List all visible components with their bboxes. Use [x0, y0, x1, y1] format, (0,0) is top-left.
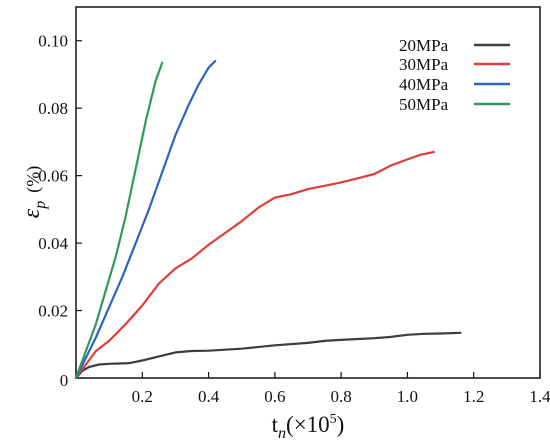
y-tick-label: 0.06 [38, 167, 68, 186]
x-tick-label: 0.4 [198, 387, 220, 406]
y-tick-label: 0.10 [38, 32, 68, 51]
x-tick-label: 0.8 [331, 387, 352, 406]
legend-label-30mpa: 30MPa [399, 55, 449, 74]
legend-label-50mpa: 50MPa [399, 95, 449, 114]
x-axis-label-base: t [272, 412, 279, 437]
y-tick-label: 0.04 [38, 234, 68, 253]
origin-label: 0 [60, 371, 69, 390]
x-tick-label: 1.4 [529, 387, 550, 406]
y-axis-label-base: ε [19, 208, 45, 218]
x-axis-label: tn(×105) [272, 412, 345, 442]
x-tick-label: 0.2 [132, 387, 153, 406]
y-axis-label-unit: (%) [23, 166, 44, 193]
plot-frame [75, 6, 541, 379]
series-lines [74, 59, 462, 380]
x-tick-label: 1.2 [463, 387, 484, 406]
y-axis-label-sub: p [32, 201, 49, 210]
legend-label-40mpa: 40MPa [399, 75, 449, 94]
series-line-50mpa [74, 61, 164, 380]
series-line-30mpa [74, 150, 435, 380]
x-axis-label-sub: n [278, 425, 286, 442]
x-axis-label-sup: 5 [330, 412, 337, 427]
y-axis: 0.02 0.04 0.06 0.08 0.10 [38, 32, 82, 379]
y-tick-label: 0.02 [38, 302, 68, 321]
legend: 20MPa 30MPa 40MPa 50MPa [399, 36, 510, 114]
x-axis: 0.2 0.4 0.6 0.8 1.0 1.2 1.4 [132, 372, 550, 406]
series-line-40mpa [74, 59, 217, 380]
x-axis-label-rest: (×10 [286, 412, 330, 437]
y-axis-label: εp (%) [19, 166, 49, 218]
y-tick-label: 0.08 [38, 99, 68, 118]
x-tick-label: 1.0 [397, 387, 418, 406]
x-tick-label: 0.6 [264, 387, 285, 406]
legend-label-20mpa: 20MPa [399, 36, 449, 55]
x-axis-label-close: ) [337, 412, 345, 437]
series-line-20mpa [74, 331, 462, 380]
